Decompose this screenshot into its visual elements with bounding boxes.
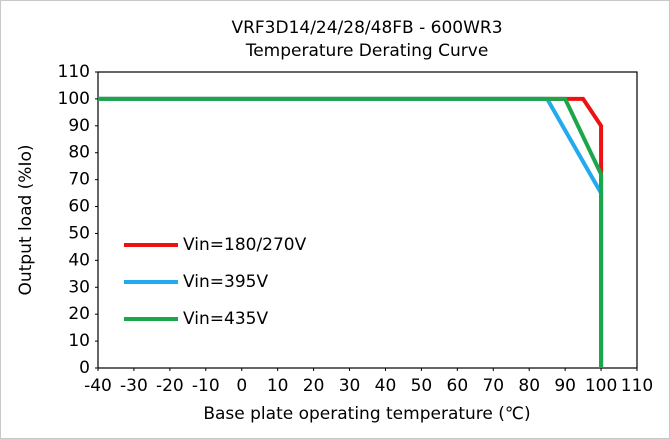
y-tick-label: 60 bbox=[68, 197, 90, 217]
y-tick-label: 30 bbox=[68, 277, 90, 297]
x-tick-label: 80 bbox=[518, 376, 540, 396]
legend-label: Vin=395V bbox=[183, 272, 268, 292]
chart-subtitle: Temperature Derating Curve bbox=[245, 41, 489, 61]
y-tick-label: 50 bbox=[68, 223, 90, 243]
y-tick-label: 100 bbox=[58, 89, 90, 109]
chart-title: VRF3D14/24/28/48FB - 600WR3 bbox=[231, 18, 502, 38]
x-tick-label: 90 bbox=[554, 376, 576, 396]
y-tick-label: 0 bbox=[79, 358, 90, 378]
x-tick-label: 10 bbox=[267, 376, 289, 396]
y-tick-label: 80 bbox=[68, 143, 90, 163]
y-tick-label: 10 bbox=[68, 331, 90, 351]
x-axis-label: Base plate operating temperature (℃) bbox=[203, 404, 530, 424]
y-tick-label: 40 bbox=[68, 250, 90, 270]
series-line bbox=[98, 96, 604, 368]
x-tick-label: -30 bbox=[120, 376, 148, 396]
legend-label: Vin=180/270V bbox=[183, 235, 307, 255]
x-tick-label: 50 bbox=[411, 376, 433, 396]
x-tick-label: 70 bbox=[482, 376, 504, 396]
x-tick-label: 110 bbox=[621, 376, 653, 396]
series-line bbox=[98, 96, 604, 368]
x-tick-label: -40 bbox=[84, 376, 112, 396]
series-line bbox=[98, 96, 604, 368]
y-tick-label: 90 bbox=[68, 116, 90, 136]
x-tick-label: 60 bbox=[447, 376, 469, 396]
y-tick-label: 20 bbox=[68, 304, 90, 324]
x-tick-label: -20 bbox=[156, 376, 184, 396]
x-tick-label: 30 bbox=[339, 376, 361, 396]
legend-label: Vin=435V bbox=[183, 309, 268, 329]
x-tick-label: 20 bbox=[303, 376, 325, 396]
y-tick-label: 110 bbox=[58, 62, 90, 82]
x-tick-label: 100 bbox=[585, 376, 617, 396]
x-tick-label: 40 bbox=[375, 376, 397, 396]
x-tick-label: -10 bbox=[192, 376, 220, 396]
plot-area bbox=[97, 71, 638, 369]
y-tick-label: 70 bbox=[68, 170, 90, 190]
y-axis-label: Output load (%Io) bbox=[16, 144, 36, 295]
x-tick-label: 0 bbox=[236, 376, 247, 396]
